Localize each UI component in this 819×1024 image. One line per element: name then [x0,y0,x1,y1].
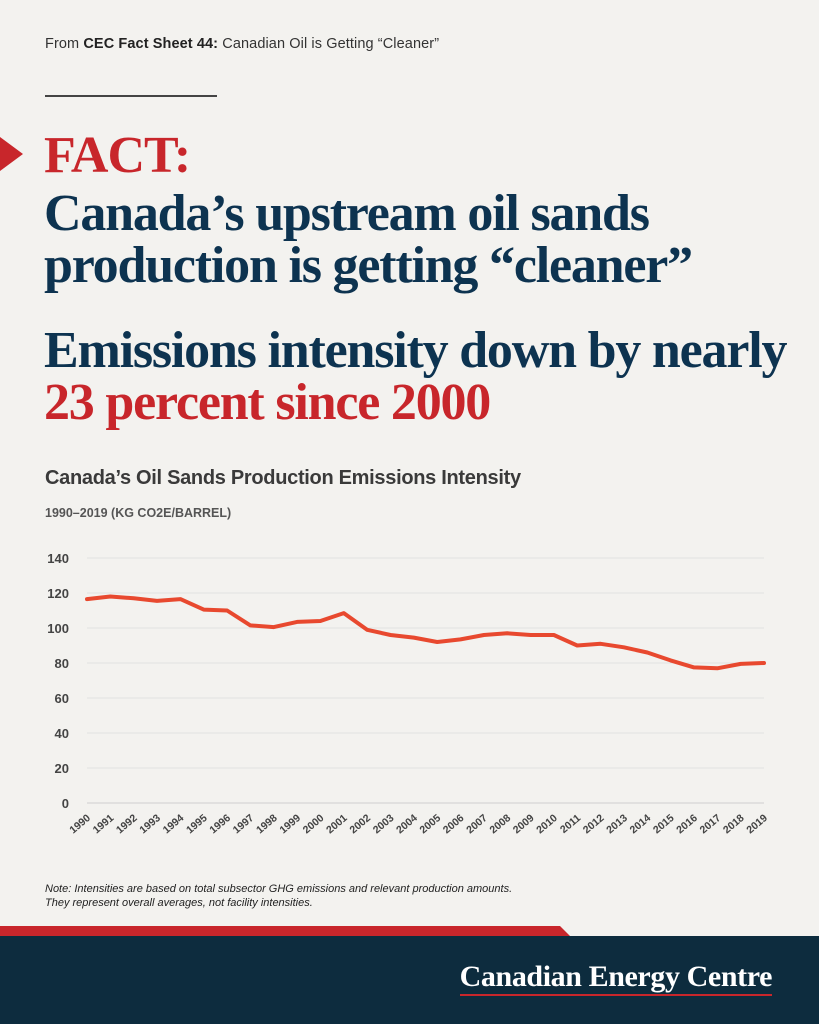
data-point [669,658,673,662]
source-rest: Canadian Oil is Getting “Cleaner” [218,36,440,52]
x-tick-label: 2016 [674,812,700,836]
x-tick-label: 1991 [91,812,117,836]
data-point [505,631,509,635]
headline-main: Canada’s upstream oil sands production i… [44,185,693,294]
x-tick-label: 2019 [744,812,770,836]
data-point [762,661,766,665]
x-tick-label: 1999 [277,812,303,836]
source-bold: CEC Fact Sheet 44: [83,36,219,52]
x-tick-label: 1995 [184,812,210,836]
data-point [272,625,276,629]
footer-bar: Canadian Energy Centre [0,936,819,1024]
data-point [85,597,89,601]
note-line-1: Note: Intensities are based on total sub… [45,883,513,895]
x-tick-label: 1994 [161,812,187,836]
x-tick-label: 2009 [511,812,537,836]
data-point [248,623,253,627]
data-point [575,643,579,648]
brand-logo-text: Canadian Energy Centre [459,961,772,996]
y-tick-label: 140 [47,551,69,566]
x-tick-label: 1996 [207,812,233,836]
x-tick-label: 1998 [254,812,280,836]
fact-label: FACT: [44,127,191,184]
headline-stat-prefix: Emissions intensity down by nearly [44,322,787,379]
data-point [552,633,556,637]
arrow-icon [0,137,23,171]
data-point [458,637,463,641]
x-tick-label: 2006 [441,812,467,836]
data-point [178,597,182,601]
x-tick-label: 2013 [604,812,630,836]
x-tick-label: 2017 [698,812,724,836]
data-point [342,611,346,615]
x-tick-label: 2018 [721,812,747,836]
y-tick-label: 60 [55,691,69,706]
data-point [435,640,439,644]
x-tick-label: 2010 [534,812,560,836]
chart-subtitle: 1990–2019 (KG CO2E/BARREL) [45,506,232,520]
chart-note: Note: Intensities are based on total sub… [45,882,745,910]
y-tick-label: 40 [55,726,69,741]
series-line [85,594,766,671]
data-point [692,665,696,669]
headline-stat-highlight: 23 percent since 2000 [44,374,491,431]
data-point [365,628,369,632]
x-tick-label: 2011 [558,812,583,836]
data-point [622,645,626,649]
y-tick-label: 20 [55,761,69,776]
data-point [108,594,112,599]
data-point [318,619,323,623]
x-tick-label: 2005 [417,812,443,836]
x-tick-label: 2001 [324,812,350,836]
accent-band [0,926,570,936]
data-point [715,666,719,670]
data-point [412,636,416,640]
data-point [202,608,206,612]
x-tick-label: 2003 [371,812,397,836]
headline-stat: Emissions intensity down by nearly 23 pe… [44,325,804,429]
data-point [482,633,486,637]
x-tick-label: 2002 [347,812,373,836]
divider-rule [45,95,217,97]
data-point [132,596,136,600]
emissions-line-chart: 0204060801001201401990199119921993199419… [47,551,770,836]
x-tick-label: 2000 [301,812,327,836]
note-line-2: They represent overall averages, not fac… [45,897,313,909]
x-tick-label: 1993 [137,812,163,836]
y-tick-label: 0 [62,796,69,811]
source-prefix: From [45,36,84,52]
data-point [388,633,393,637]
x-tick-label: 2007 [464,812,490,836]
data-point [225,608,229,613]
x-tick-label: 2015 [651,812,677,836]
x-tick-label: 1990 [67,812,93,836]
data-point [645,650,649,655]
x-tick-label: 2014 [628,812,654,836]
y-tick-label: 100 [47,621,69,636]
y-tick-label: 120 [47,586,69,601]
x-tick-label: 2004 [394,812,420,836]
x-tick-label: 2012 [581,812,607,836]
data-point [528,633,533,637]
chart-title: Canada’s Oil Sands Production Emissions … [45,467,521,489]
data-point [739,662,743,666]
x-tick-label: 1997 [231,812,257,836]
x-tick-label: 2008 [488,812,514,836]
x-tick-label: 1992 [114,812,140,836]
source-line: From CEC Fact Sheet 44: Canadian Oil is … [45,36,439,52]
data-point [295,620,299,624]
data-point [155,599,159,603]
y-tick-label: 80 [55,656,69,671]
data-point [598,642,603,646]
